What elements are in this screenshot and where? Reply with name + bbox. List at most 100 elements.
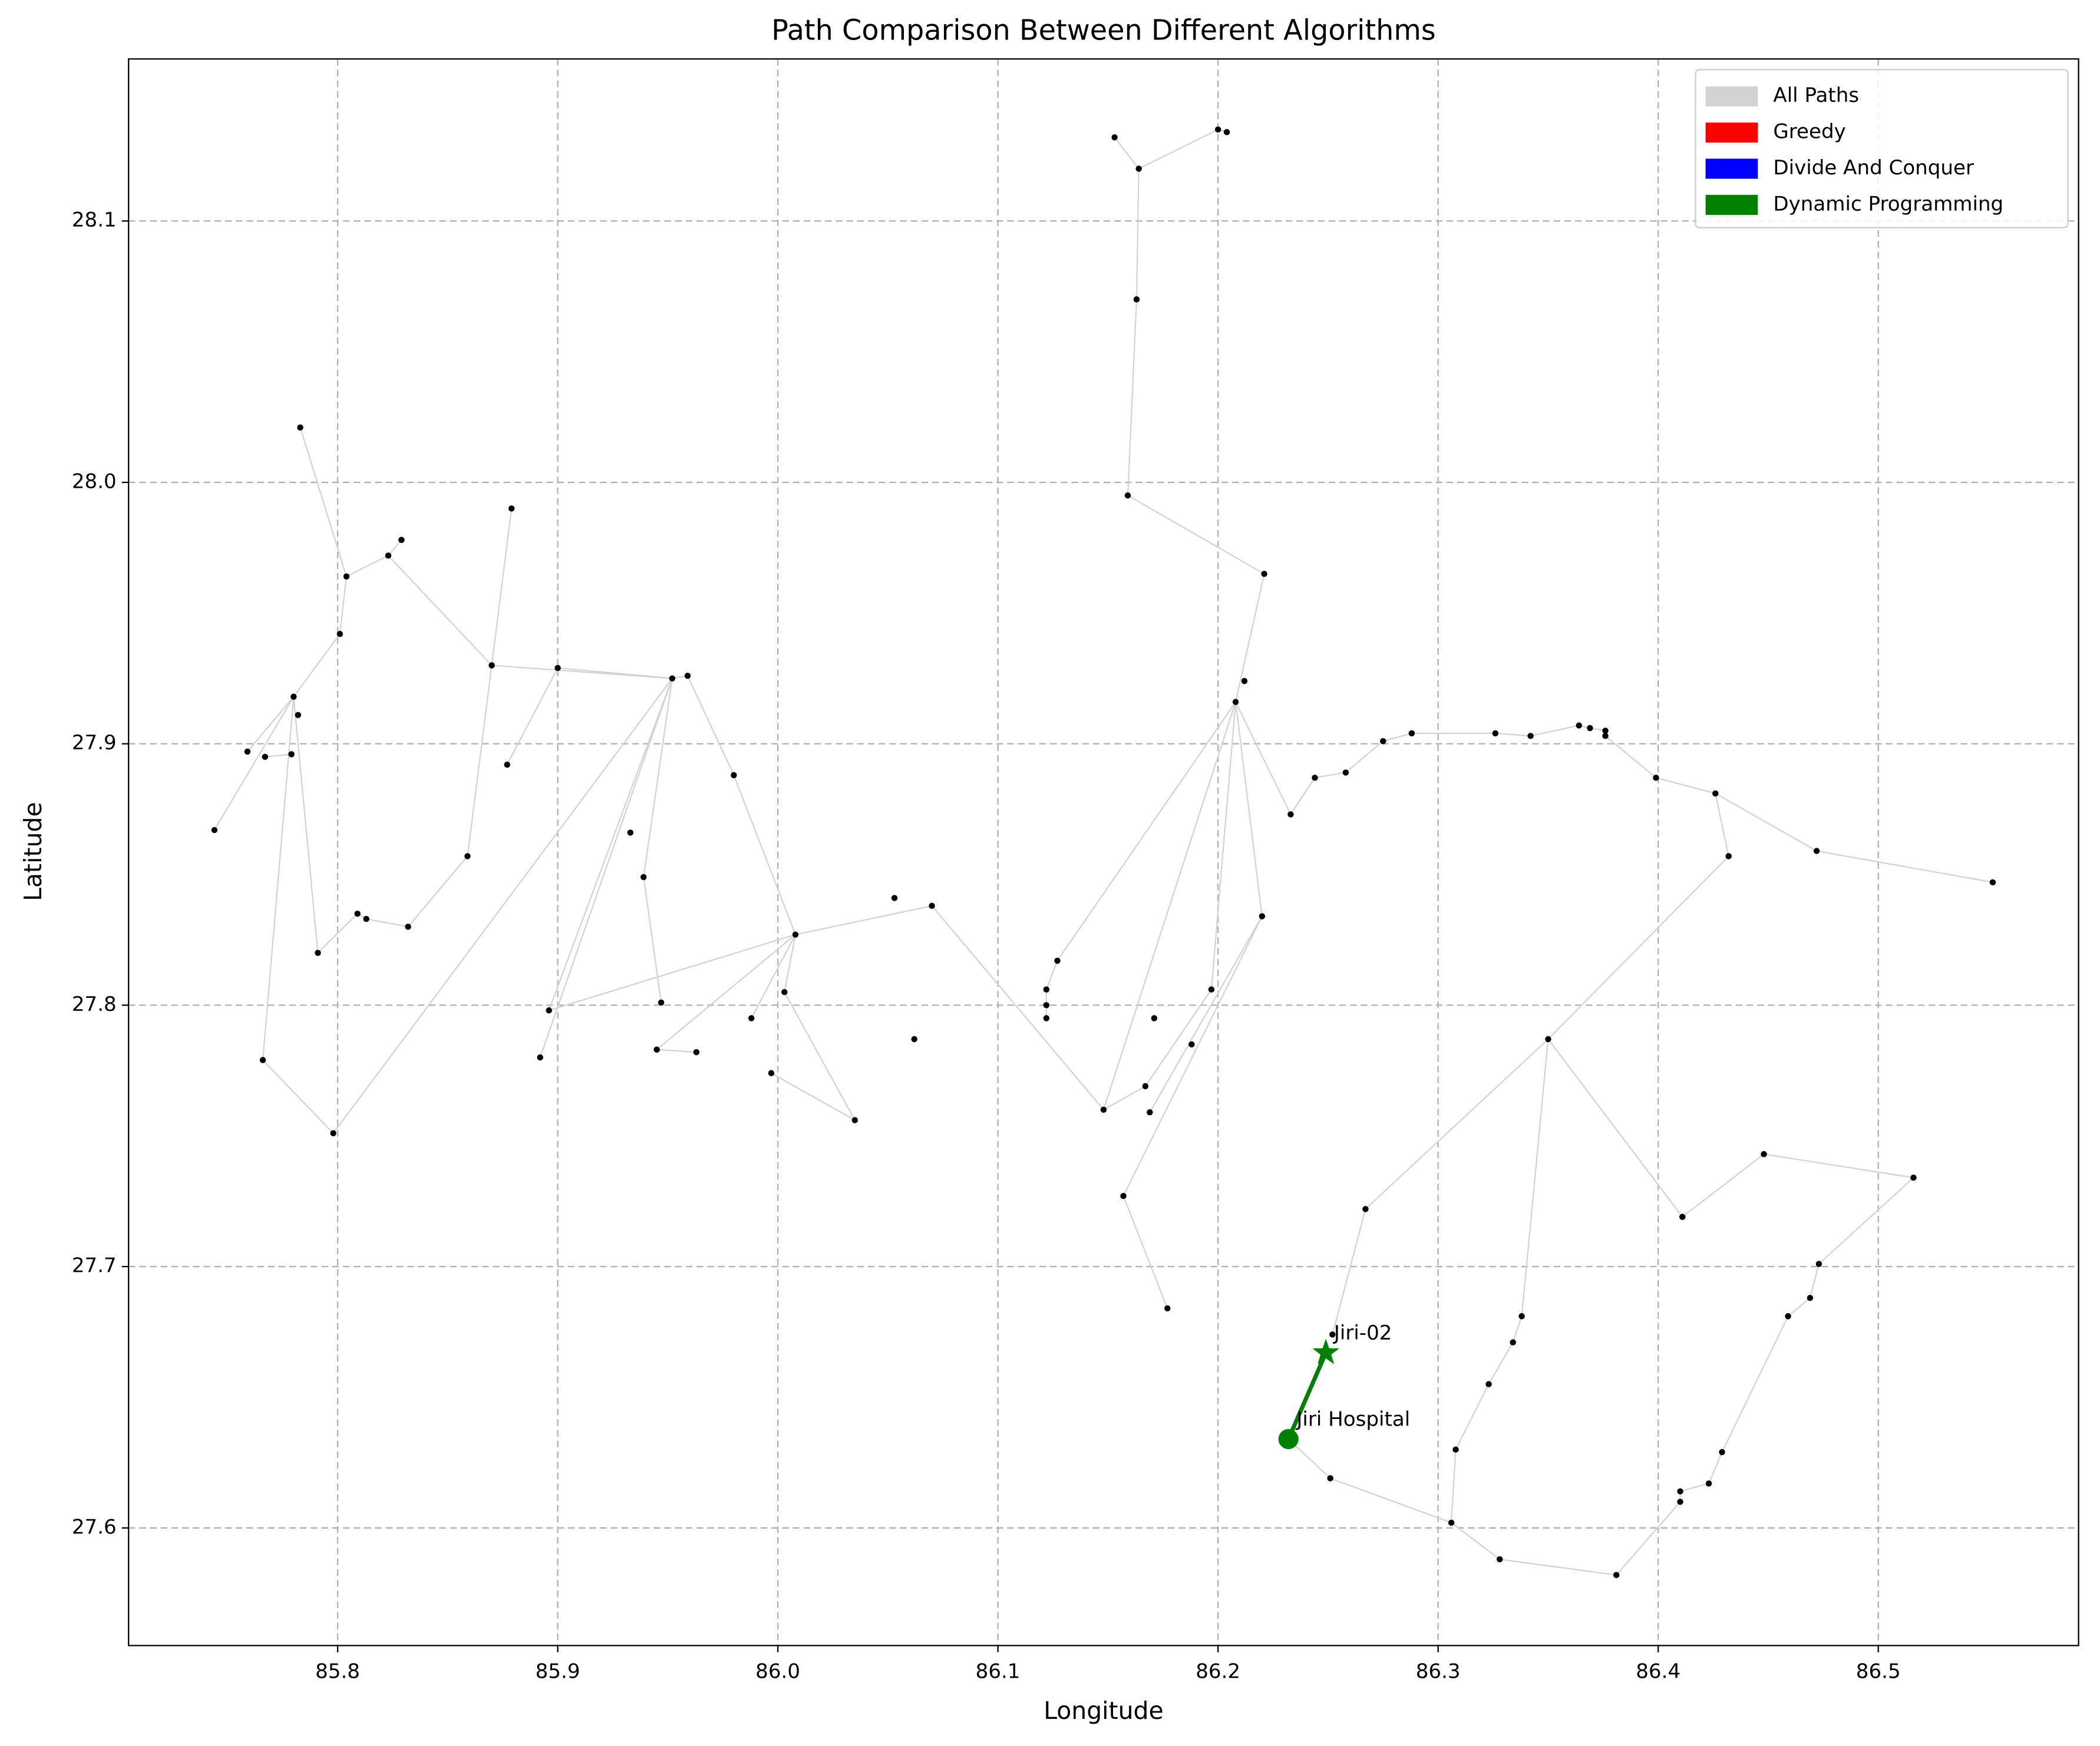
node <box>1677 1488 1683 1494</box>
node <box>297 424 303 431</box>
node <box>669 675 676 682</box>
start-label: Jiri Hospital <box>1295 1408 1410 1431</box>
node <box>1043 1002 1050 1008</box>
y-tick-label: 27.9 <box>72 731 117 755</box>
node <box>1135 166 1142 172</box>
node <box>1142 1083 1149 1090</box>
node <box>1677 1499 1683 1505</box>
node <box>1111 134 1118 141</box>
legend-swatch <box>1705 86 1758 107</box>
node <box>488 662 495 669</box>
node <box>1719 1449 1725 1456</box>
node <box>1492 730 1499 737</box>
node <box>1712 790 1719 797</box>
node <box>554 664 561 672</box>
legend-label: Greedy <box>1773 120 1845 144</box>
node <box>1261 570 1267 577</box>
legend-label: Divide And Conquer <box>1773 156 1974 180</box>
node <box>1329 1331 1336 1338</box>
node <box>290 693 297 700</box>
node <box>1380 738 1386 745</box>
node <box>1485 1381 1492 1387</box>
path-line <box>1286 1352 1328 1440</box>
node <box>1815 1261 1822 1267</box>
node <box>330 1130 336 1137</box>
node <box>1602 727 1609 734</box>
node <box>653 1046 660 1053</box>
node <box>1124 492 1131 499</box>
legend-swatch <box>1705 194 1758 215</box>
node <box>336 631 344 637</box>
node <box>1497 1556 1503 1563</box>
node <box>1241 677 1248 684</box>
node <box>748 1015 755 1021</box>
node <box>288 751 295 758</box>
node <box>768 1070 775 1076</box>
node <box>1100 1106 1107 1113</box>
node <box>1653 775 1659 781</box>
node <box>1785 1313 1791 1320</box>
node <box>1214 126 1221 133</box>
node <box>1133 296 1140 303</box>
node <box>1287 811 1294 818</box>
node <box>1989 879 1996 886</box>
node <box>1043 986 1050 993</box>
node <box>851 1117 859 1123</box>
node <box>405 924 411 930</box>
node <box>1043 1015 1050 1021</box>
node <box>1408 730 1415 737</box>
plot-frame <box>128 58 2079 1646</box>
node <box>1910 1174 1917 1181</box>
node <box>1613 1572 1620 1578</box>
x-tick-label: 86.1 <box>976 1659 1021 1683</box>
node <box>1223 129 1230 135</box>
x-tick-label: 85.9 <box>536 1659 580 1683</box>
node <box>1587 725 1593 732</box>
y-tick-label: 27.7 <box>72 1254 117 1278</box>
node <box>1362 1206 1369 1212</box>
node <box>262 753 269 760</box>
legend-label: Dynamic Programming <box>1773 192 2003 216</box>
node <box>1452 1446 1459 1453</box>
node <box>1705 1480 1712 1487</box>
x-tick-label: 86.2 <box>1196 1659 1240 1683</box>
x-tick-label: 85.8 <box>315 1659 360 1683</box>
node <box>1602 733 1609 739</box>
node <box>731 772 737 779</box>
node <box>398 537 405 543</box>
node <box>1054 957 1061 964</box>
x-axis-label: Longitude <box>1044 1697 1163 1725</box>
node <box>464 853 471 859</box>
end-label: Jiri-02 <box>1333 1321 1392 1345</box>
y-axis-label: Latitude <box>19 802 47 901</box>
node <box>1327 1475 1333 1482</box>
legend-swatch <box>1705 123 1758 143</box>
x-tick-label: 86.5 <box>1856 1659 1901 1683</box>
node <box>1527 733 1534 739</box>
start-marker <box>1278 1428 1299 1449</box>
node <box>1120 1193 1127 1199</box>
legend-swatch <box>1705 158 1758 179</box>
node <box>1518 1313 1525 1320</box>
legend-label: All Paths <box>1773 84 1859 107</box>
node <box>354 910 361 917</box>
node <box>1208 986 1215 993</box>
y-tick-label: 28.1 <box>72 209 117 232</box>
node <box>1164 1305 1171 1312</box>
node <box>1576 722 1582 729</box>
node <box>627 829 634 836</box>
chart-title: Path Comparison Between Different Algori… <box>771 15 1436 47</box>
end-marker <box>1312 1338 1339 1364</box>
node <box>1545 1036 1551 1043</box>
node <box>1813 848 1820 854</box>
node <box>504 761 510 768</box>
node <box>1807 1295 1814 1301</box>
node <box>1725 853 1732 859</box>
node <box>1232 699 1239 705</box>
y-tick-label: 28.0 <box>72 469 117 493</box>
node <box>244 748 251 755</box>
node <box>315 950 321 956</box>
